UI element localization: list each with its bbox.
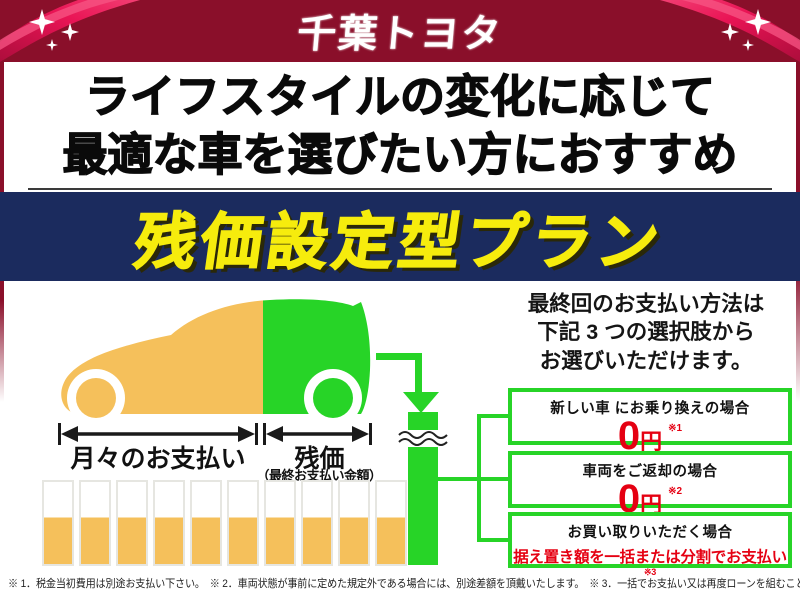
payment-bars bbox=[42, 480, 407, 566]
monthly-payment-label: 月々のお支払い bbox=[70, 445, 246, 473]
option-box-return: 車両をご返却の場合 0円 ※2 bbox=[508, 451, 792, 519]
option-note-ref: ※1 bbox=[668, 423, 683, 434]
option-condition: お買い取りいただく場合 bbox=[567, 525, 733, 541]
option-amount-unit: 円 bbox=[640, 492, 663, 517]
option-detail: 据え置き額を一括または分割でお支払い※3 bbox=[512, 545, 788, 586]
option-amount-row: 0円 ※1 bbox=[512, 416, 788, 456]
payment-bar bbox=[375, 480, 407, 566]
payment-bar bbox=[116, 480, 148, 566]
banner-top-line bbox=[28, 188, 772, 190]
ribbon-right-icon bbox=[660, 0, 800, 62]
flow-line-vertical bbox=[415, 353, 422, 394]
payment-bar bbox=[190, 480, 222, 566]
residual-sublabel: （最終お支払い金額） bbox=[256, 468, 382, 483]
headline-line1: ライフスタイルの変化に応じて bbox=[84, 70, 715, 122]
car-illustration bbox=[61, 299, 371, 427]
payment-bar bbox=[153, 480, 185, 566]
options-intro-line3: お選びいただけます。 bbox=[539, 348, 753, 373]
payment-bar bbox=[42, 480, 74, 566]
front-wheel bbox=[76, 378, 116, 418]
flow-line-horizontal bbox=[376, 353, 422, 360]
option-condition: 新しい車 にお乗り換えの場合 bbox=[550, 401, 750, 417]
options-intro-line2: 下記 3 つの選択肢から bbox=[537, 320, 755, 345]
brand-logo: 千葉トヨタ bbox=[295, 13, 505, 56]
option-amount: 0 bbox=[617, 477, 641, 521]
option-box-trade-in: 新しい車 にお乗り換えの場合 0円 ※1 bbox=[508, 388, 792, 456]
footnotes: ※ 1．税金当初費用は別途お支払い下さい。 ※ 2．車両状態が事前に定めた規定外… bbox=[8, 578, 800, 590]
connector-option2 bbox=[438, 477, 510, 481]
wavy-break-icon bbox=[398, 430, 448, 447]
header-banner: 千葉トヨタ bbox=[0, 0, 800, 62]
options-intro: 最終回のお支払い方法は 下記 3 つの選択肢から お選びいただけます。 bbox=[500, 290, 792, 375]
rear-wheel bbox=[313, 378, 353, 418]
down-arrow-icon bbox=[403, 392, 439, 413]
plan-banner: 残価設定型プラン bbox=[0, 192, 800, 281]
headline-line2: 最適な車を選びたい方におすすめ bbox=[62, 128, 738, 180]
span-arrows bbox=[58, 423, 372, 445]
ribbon-left-icon bbox=[0, 0, 140, 62]
option-note-ref: ※3 bbox=[644, 567, 656, 577]
payment-bar bbox=[338, 480, 370, 566]
option-amount-unit: 円 bbox=[640, 429, 663, 454]
option-amount: 0 bbox=[617, 414, 641, 458]
option-condition: 車両をご返却の場合 bbox=[582, 464, 718, 480]
headline: ライフスタイルの変化に応じて 最適な車を選びたい方におすすめ bbox=[0, 62, 800, 190]
option-note-ref: ※2 bbox=[668, 486, 683, 497]
residual-label: 残価 bbox=[294, 445, 345, 473]
payment-bar bbox=[264, 480, 296, 566]
option-detail-text: 据え置き額を一括または分割でお支払い bbox=[513, 549, 787, 566]
payment-bar bbox=[227, 480, 259, 566]
payment-bar bbox=[301, 480, 333, 566]
plan-title: 残価設定型プラン bbox=[130, 207, 669, 277]
connector-option1 bbox=[477, 414, 510, 418]
payment-bar bbox=[79, 480, 111, 566]
options-intro-line1: 最終回のお支払い方法は bbox=[527, 292, 765, 316]
option-amount-row: 0円 ※2 bbox=[512, 479, 788, 519]
option-box-buyout: お買い取りいただく場合 据え置き額を一括または分割でお支払い※3 bbox=[508, 512, 792, 577]
sparkle-icon bbox=[721, 9, 771, 51]
connector-option3 bbox=[477, 538, 510, 542]
sparkle-icon bbox=[29, 9, 79, 51]
